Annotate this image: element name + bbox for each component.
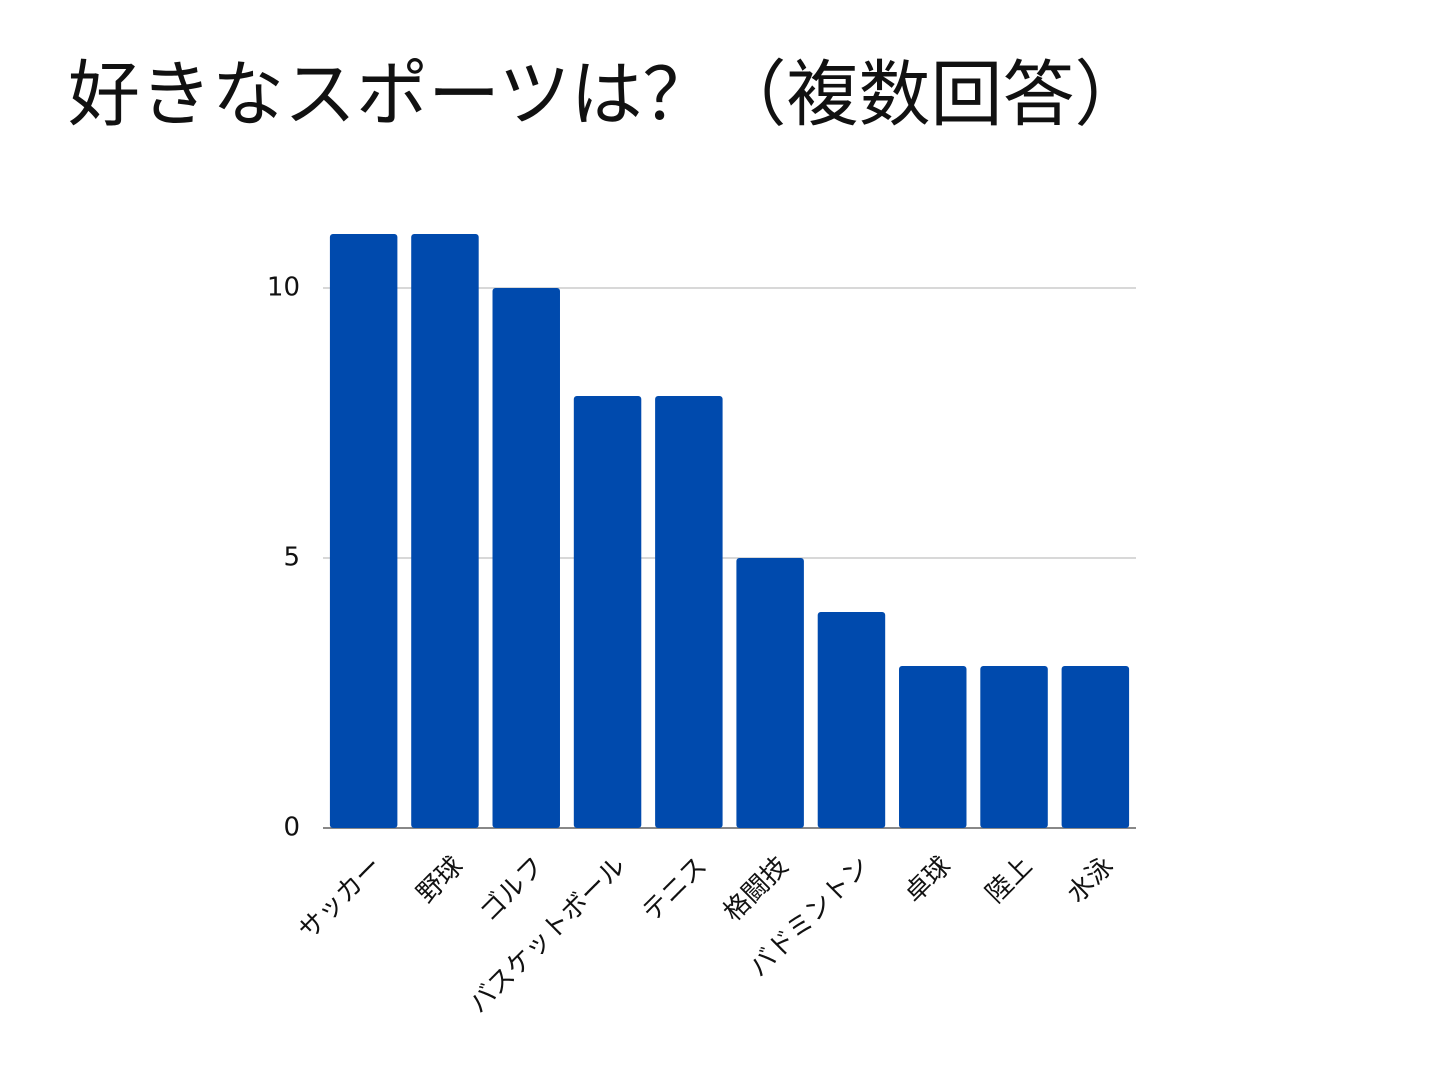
bar	[1061, 666, 1130, 828]
x-tick-label: 野球	[411, 851, 469, 909]
bar	[817, 612, 886, 828]
x-tick-label: バスケットボール	[464, 851, 632, 1019]
x-tick-label: ゴルフ	[474, 851, 550, 927]
bar	[573, 396, 642, 828]
bar	[411, 234, 479, 828]
y-tick-label: 5	[283, 543, 300, 573]
bar	[329, 234, 398, 828]
bar	[899, 666, 967, 828]
x-tick-label: サッカー	[293, 851, 388, 946]
x-tick-label: 卓球	[899, 851, 957, 909]
x-tick-label: 水泳	[1062, 851, 1120, 909]
x-tick-label: 陸上	[980, 851, 1038, 909]
y-tick-label: 0	[283, 813, 300, 843]
x-tick-label: テニス	[637, 851, 713, 927]
chart-title: 好きなスポーツは？（複数回答）	[68, 53, 1147, 137]
bar	[492, 288, 560, 828]
bar	[980, 666, 1048, 828]
x-tick-label: 格闘技	[718, 851, 794, 927]
bar	[736, 558, 804, 828]
bar	[655, 396, 723, 828]
y-tick-label: 10	[267, 273, 300, 303]
